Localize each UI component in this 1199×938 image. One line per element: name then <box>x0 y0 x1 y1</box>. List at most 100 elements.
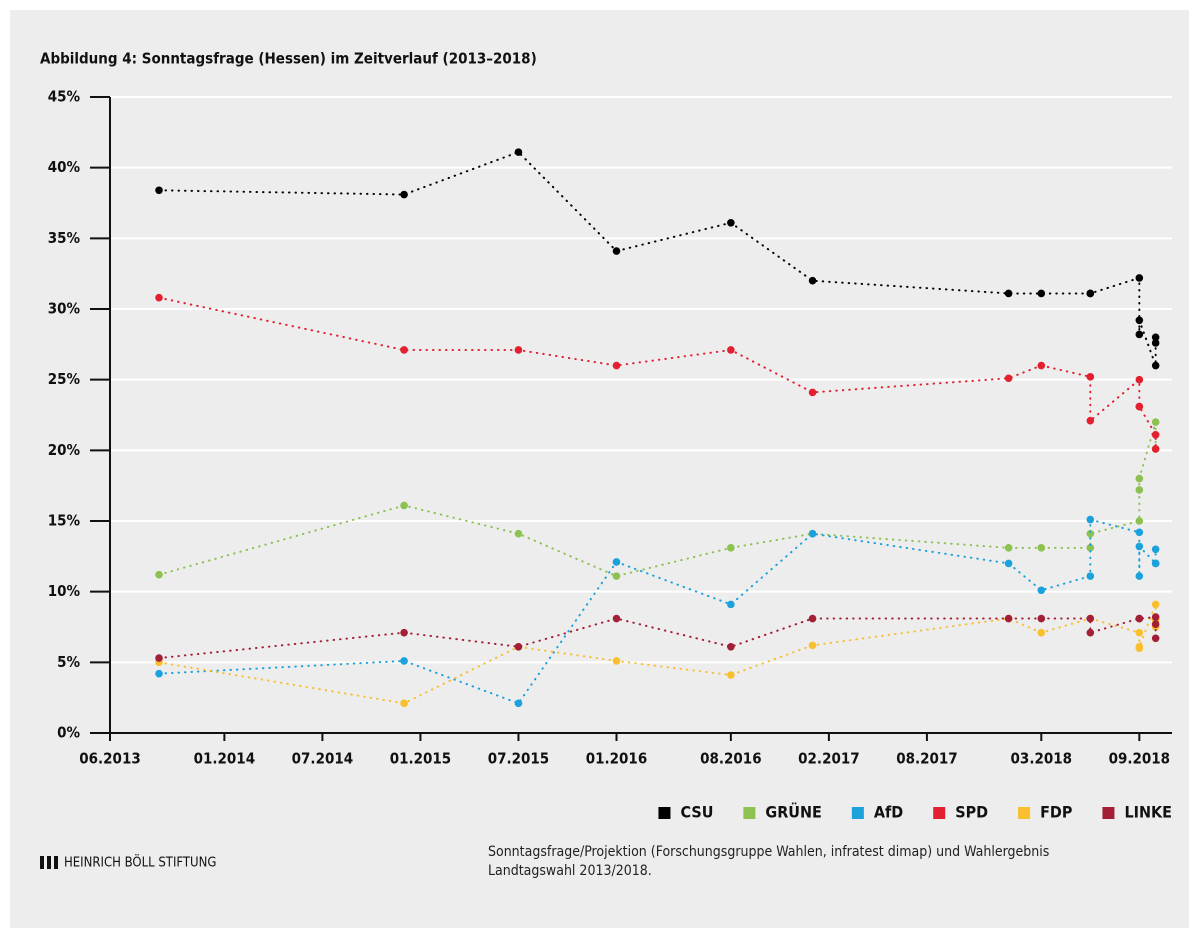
data-point <box>1135 486 1144 494</box>
data-point <box>727 346 735 354</box>
brand: HEINRICH BÖLL STIFTUNG <box>40 854 216 871</box>
data-point <box>400 190 408 199</box>
data-point <box>1086 373 1095 381</box>
data-point <box>808 276 817 285</box>
data-point <box>155 570 163 579</box>
data-point <box>1151 545 1160 554</box>
y-tick-label: 15% <box>48 512 81 530</box>
data-point <box>1135 614 1144 623</box>
legend-swatch <box>743 807 756 819</box>
data-point <box>1151 613 1160 621</box>
data-point <box>514 699 523 708</box>
x-tick-label: 08.2016 <box>700 750 761 768</box>
series <box>155 293 1160 453</box>
data-point <box>1135 517 1144 525</box>
x-tick-label: 09.2018 <box>1109 750 1170 768</box>
data-point <box>1135 274 1144 282</box>
data-point <box>1135 572 1144 580</box>
data-point <box>1086 544 1095 552</box>
data-point <box>155 669 163 678</box>
series <box>155 515 1160 708</box>
data-point <box>1037 614 1046 623</box>
legend-label: CSU <box>680 803 713 822</box>
y-tick-label: 5% <box>57 653 80 671</box>
data-point <box>727 671 735 679</box>
source-note: Sonntagsfrage/Projektion (Forschungsgrup… <box>488 844 1050 879</box>
data-point <box>727 544 735 552</box>
data-point <box>1135 330 1144 339</box>
logo-bar <box>54 856 58 869</box>
data-point <box>1086 515 1095 524</box>
series <box>155 613 1160 662</box>
data-point <box>808 614 817 623</box>
data-point <box>400 657 408 665</box>
data-point <box>1151 418 1160 426</box>
legend-swatch <box>1018 807 1031 819</box>
data-point <box>1037 289 1046 298</box>
data-point <box>1151 634 1160 643</box>
data-point <box>1037 586 1046 595</box>
legend-swatch <box>1102 807 1115 819</box>
chart-title: Abbildung 4: Sonntagsfrage (Hessen) im Z… <box>40 50 537 68</box>
data-point <box>612 361 621 370</box>
data-point <box>1151 333 1160 342</box>
data-point <box>1004 544 1013 552</box>
data-point <box>1086 289 1095 298</box>
legend-label: LINKE <box>1124 803 1172 822</box>
y-tick-label: 25% <box>48 370 81 388</box>
data-point <box>612 657 621 665</box>
data-point <box>514 148 523 156</box>
series <box>155 418 1160 580</box>
data-point <box>1151 339 1160 347</box>
data-point <box>514 346 523 354</box>
data-point <box>1151 620 1160 628</box>
panel <box>10 10 1189 928</box>
data-point <box>1004 374 1013 383</box>
data-point <box>1135 528 1144 537</box>
y-tick-label: 0% <box>57 724 80 742</box>
brand-name: HEINRICH BÖLL STIFTUNG <box>64 854 216 871</box>
y-tick-label: 30% <box>48 300 81 318</box>
data-point <box>155 293 163 302</box>
data-point <box>1135 542 1144 551</box>
data-point <box>1151 600 1160 609</box>
data-point <box>1135 402 1144 411</box>
y-tick-label: 45% <box>48 88 81 106</box>
data-point <box>1086 628 1095 637</box>
data-point <box>1135 316 1144 325</box>
x-tick-label: 03.2018 <box>1011 750 1072 768</box>
data-point <box>1135 474 1144 483</box>
data-point <box>1086 572 1095 580</box>
data-point <box>514 642 523 651</box>
logo-bar <box>47 856 51 869</box>
legend-label: SPD <box>955 803 988 822</box>
data-point <box>1004 289 1013 298</box>
x-tick-label: 01.2014 <box>194 750 255 768</box>
data-point <box>612 247 621 255</box>
y-tick-label: 10% <box>48 582 81 600</box>
series <box>155 148 1160 370</box>
data-point <box>808 388 817 397</box>
data-point <box>1135 642 1144 651</box>
data-point <box>1135 375 1144 384</box>
x-tick-label: 01.2015 <box>390 750 451 768</box>
x-tick-label: 02.2017 <box>798 750 859 768</box>
data-point <box>727 218 735 227</box>
data-point <box>1086 614 1095 623</box>
data-point <box>1151 361 1160 370</box>
series-line <box>158 150 1157 366</box>
y-tick-label: 35% <box>48 229 81 247</box>
legend-label: GRÜNE <box>765 803 821 822</box>
legend-swatch <box>658 807 671 819</box>
x-tick-label: 08.2017 <box>896 750 957 768</box>
data-point <box>400 501 408 510</box>
data-point <box>1004 559 1013 568</box>
data-point <box>1151 430 1160 439</box>
legend-swatch <box>851 807 864 819</box>
data-point <box>1086 416 1095 425</box>
data-point <box>612 572 621 580</box>
x-tick-label: 07.2015 <box>488 750 549 768</box>
data-point <box>1037 628 1046 637</box>
data-point <box>1151 445 1160 453</box>
